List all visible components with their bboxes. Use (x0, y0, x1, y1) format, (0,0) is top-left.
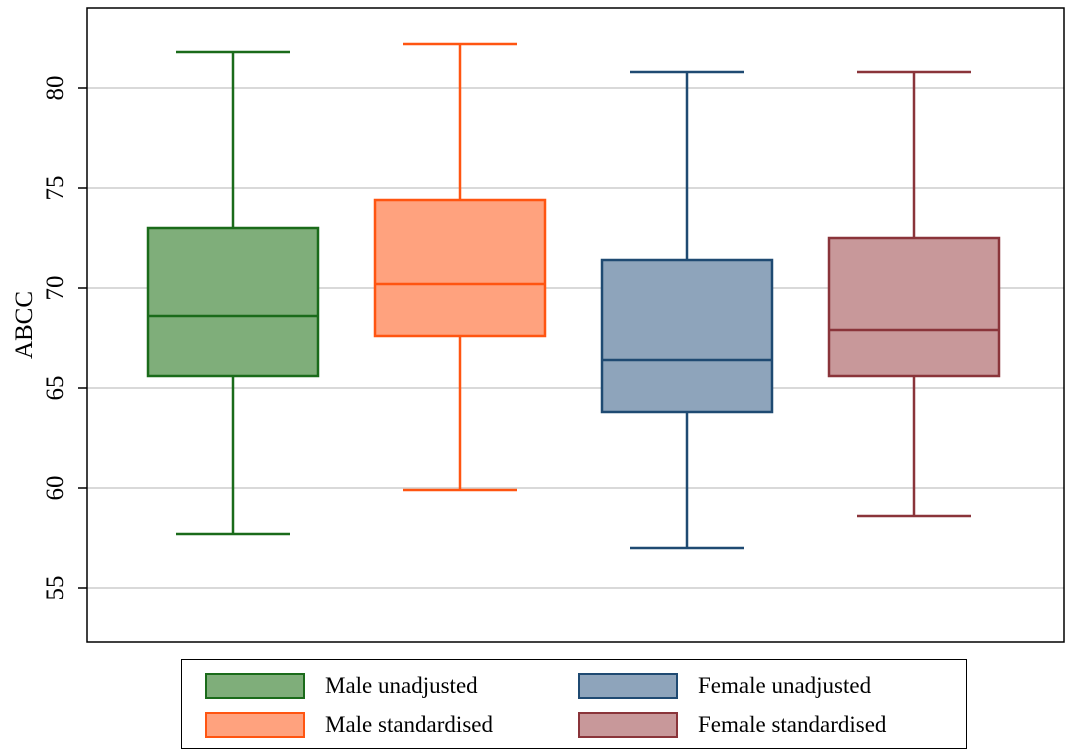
box-plot-chart: 55 60 65 70 75 80 ABCC (11, 7, 1065, 643)
legend-item-male-unadjusted: Male unadjusted (205, 673, 478, 699)
y-tick-label: 80 (42, 76, 69, 101)
legend-label: Female unadjusted (698, 673, 872, 698)
legend-item-female-standardised: Female standardised (578, 712, 886, 738)
y-tick-label: 65 (42, 376, 69, 401)
legend-label: Male standardised (325, 712, 493, 737)
iqr-box (373, 198, 547, 338)
box-female-unadjusted (600, 70, 774, 550)
plot-area-frame (86, 7, 1065, 643)
legend-item-male-standardised: Male standardised (205, 712, 493, 738)
iqr-box (827, 236, 1001, 378)
box-female-standardised (827, 70, 1001, 518)
legend-item-female-unadjusted: Female unadjusted (578, 673, 871, 699)
box-male-unadjusted (146, 50, 320, 536)
y-axis-ticks: 55 60 65 70 75 80 (42, 76, 87, 601)
y-axis-label: ABCC (11, 291, 38, 359)
y-tick-label: 55 (42, 576, 69, 601)
legend-label: Male unadjusted (325, 673, 478, 698)
boxes (146, 42, 1001, 550)
y-tick-label: 75 (42, 176, 69, 201)
box-male-standardised (373, 42, 547, 492)
legend: Male unadjusted Female unadjusted Male s… (181, 659, 967, 749)
legend-swatch-female-unadjusted (578, 673, 678, 699)
legend-swatch-male-unadjusted (205, 673, 305, 699)
iqr-box (600, 258, 774, 414)
y-tick-label: 60 (42, 476, 69, 501)
legend-swatch-female-standardised (578, 712, 678, 738)
iqr-box (146, 226, 320, 378)
legend-label: Female standardised (698, 712, 887, 737)
legend-swatch-male-standardised (205, 712, 305, 738)
y-tick-label: 70 (42, 276, 69, 301)
